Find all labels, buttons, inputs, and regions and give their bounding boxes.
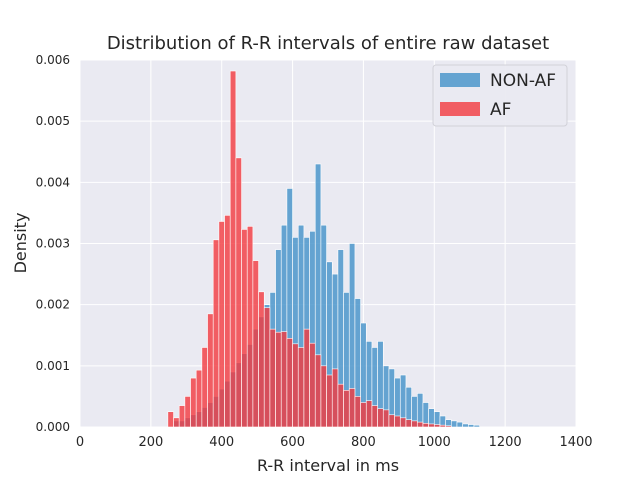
bar-af — [382, 409, 390, 428]
bar-af — [258, 291, 265, 428]
bar-af — [246, 226, 254, 428]
bar-af — [354, 396, 361, 428]
bar-af — [337, 383, 344, 428]
bar-af — [269, 328, 276, 428]
bar-af — [207, 313, 214, 428]
x-tick-label: 1200 — [489, 435, 522, 450]
bar-af — [167, 411, 174, 428]
bar-af — [235, 157, 242, 428]
chart-title: Distribution of R-R intervals of entire … — [107, 33, 549, 54]
y-tick-label: 0.002 — [36, 298, 70, 312]
bar-af — [303, 328, 310, 428]
bar-af — [365, 400, 373, 428]
bar-af — [173, 417, 180, 428]
y-tick-label: 0.000 — [36, 420, 70, 434]
bar-af — [433, 424, 441, 428]
bar-af — [388, 414, 395, 428]
bar-af — [195, 369, 203, 428]
bar-non-af — [473, 424, 480, 428]
legend-label-af: AF — [490, 100, 511, 120]
bar-af — [411, 420, 418, 428]
bar-af — [343, 389, 350, 428]
bar-non-af — [450, 420, 458, 428]
bar-af — [292, 343, 299, 428]
bar-af — [326, 374, 333, 428]
y-tick-label: 0.001 — [36, 359, 70, 373]
bar-af — [320, 365, 327, 428]
bar-af — [263, 307, 271, 428]
bar-af — [178, 405, 186, 428]
bar-af — [229, 70, 237, 428]
bar-non-af — [456, 421, 463, 428]
legend-label-non-af: NON-AF — [490, 71, 556, 91]
legend-swatch-non-af — [440, 73, 480, 87]
bar-af — [399, 417, 407, 428]
bar-af — [405, 419, 412, 428]
bar-af — [314, 354, 322, 428]
bar-af — [445, 425, 452, 428]
bar-af — [184, 396, 191, 428]
bar-af — [212, 239, 220, 428]
bar-af — [201, 347, 208, 428]
bar-af — [297, 347, 305, 428]
bar-af — [309, 342, 316, 428]
bar-af — [190, 377, 197, 428]
x-tick-label: 200 — [138, 435, 163, 450]
bar-af — [360, 402, 367, 428]
y-tick-labels: 0.000 0.001 0.002 0.003 0.004 0.005 0.006 — [36, 53, 70, 434]
series-af — [167, 70, 452, 428]
bar-af — [252, 260, 259, 428]
bar-af — [371, 405, 378, 428]
x-tick-label: 400 — [209, 435, 234, 450]
bar-af — [416, 421, 424, 428]
bar-af — [286, 338, 293, 428]
y-tick-label: 0.003 — [36, 237, 70, 251]
y-tick-label: 0.004 — [36, 175, 70, 189]
bar-af — [218, 221, 225, 428]
bar-af — [348, 388, 356, 428]
x-tick-label: 600 — [280, 435, 305, 450]
x-tick-label: 800 — [351, 435, 376, 450]
bar-af — [422, 423, 429, 428]
bar-af — [377, 408, 384, 428]
bar-af — [241, 229, 248, 428]
x-axis-label: R-R interval in ms — [257, 456, 399, 475]
bar-af — [275, 331, 282, 428]
legend-swatch-af — [440, 102, 480, 116]
bar-af — [280, 331, 288, 428]
bar-af — [224, 215, 231, 428]
y-axis-label: Density — [11, 213, 30, 274]
x-tick-label: 0 — [76, 435, 84, 450]
bar-non-af — [467, 424, 475, 428]
x-tick-labels: 0 200 400 600 800 1000 1200 1400 — [76, 435, 593, 450]
bar-af — [439, 424, 446, 428]
bar-non-af — [462, 423, 469, 428]
bar-af — [394, 415, 401, 428]
y-tick-label: 0.006 — [36, 53, 70, 67]
x-tick-label: 1000 — [418, 435, 451, 450]
legend: NON-AF AF — [432, 64, 568, 127]
bar-af — [428, 423, 435, 428]
x-tick-label: 1400 — [559, 435, 592, 450]
y-tick-label: 0.005 — [36, 114, 70, 128]
bar-af — [331, 368, 339, 428]
